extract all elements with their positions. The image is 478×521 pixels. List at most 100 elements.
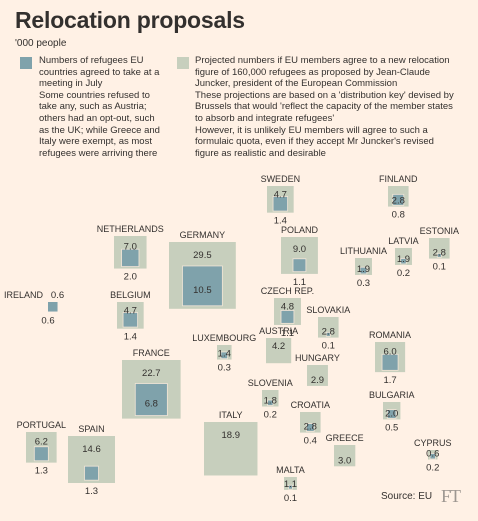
country-label-cyprus: CYPRUS xyxy=(414,438,452,448)
agreed-square-spain xyxy=(84,465,99,481)
country-label-greece: GREECE xyxy=(326,433,364,443)
legend-agreed-swatch xyxy=(20,57,32,69)
agreed-value-luxembourg: 0.3 xyxy=(218,363,231,374)
agreed-value-germany: 10.5 xyxy=(193,285,212,296)
agreed-value-slovakia: 0.1 xyxy=(322,341,335,352)
agreed-square-finland xyxy=(392,193,405,206)
agreed-value-cyprus: 0.2 xyxy=(426,463,439,474)
country-label-malta: MALTA xyxy=(276,465,305,475)
projected-square-hungary xyxy=(307,365,328,386)
country-label-lithuania: LITHUANIA xyxy=(340,246,387,256)
projected-value-austria: 4.2 xyxy=(272,341,285,352)
agreed-square-malta xyxy=(288,484,293,490)
legend-projected-text: Projected numbers if EU members agree to… xyxy=(195,55,460,159)
legend-projected-swatch xyxy=(177,57,189,69)
legend-agreed-text: Numbers of refugees EU countries agreed … xyxy=(39,55,165,159)
country-label-slovakia: SLOVAKIA xyxy=(306,305,350,315)
agreed-square-estonia xyxy=(436,252,442,258)
country-label-estonia: ESTONIA xyxy=(420,226,459,236)
agreed-value-estonia: 0.1 xyxy=(433,262,446,273)
chart-subtitle: '000 people xyxy=(15,38,67,49)
country-label-poland: POLAND xyxy=(281,225,319,235)
projected-value-poland: 9.0 xyxy=(293,244,306,255)
projected-value-sweden: 4.7 xyxy=(274,189,287,200)
agreed-value-netherlands: 2.0 xyxy=(124,272,137,283)
projected-value-lithuania: 1.9 xyxy=(357,264,370,275)
agreed-value-malta: 0.1 xyxy=(284,493,297,504)
projected-value-bulgaria: 2.0 xyxy=(385,408,398,419)
country-label-latvia: LATVIA xyxy=(388,236,418,246)
projected-value-ireland: 0.6 xyxy=(51,290,64,301)
agreed-value-ireland: 0.6 xyxy=(41,316,54,327)
country-label-luxembourg: LUXEMBOURG xyxy=(192,333,256,343)
agreed-square-lithuania xyxy=(359,266,368,275)
agreed-square-poland xyxy=(292,258,307,273)
agreed-value-poland: 1.1 xyxy=(293,277,306,288)
agreed-value-sweden: 1.4 xyxy=(274,216,287,227)
projected-value-netherlands: 7.0 xyxy=(124,241,137,252)
agreed-square-ireland xyxy=(48,302,58,312)
projected-value-czech-rep: 4.8 xyxy=(281,301,294,312)
projected-square-greece xyxy=(334,445,356,467)
projected-value-germany: 29.5 xyxy=(193,250,212,261)
agreed-square-bulgaria xyxy=(386,409,397,419)
agreed-value-romania: 1.7 xyxy=(383,375,396,386)
agreed-square-france xyxy=(134,383,168,417)
country-label-finland: FINLAND xyxy=(379,174,418,184)
projected-value-cyprus: 0.6 xyxy=(426,449,439,460)
source-note: Source: EU xyxy=(381,491,433,502)
legend-agreed-line: Numbers of refugees EU countries agreed … xyxy=(39,55,160,90)
legend-projected-line: Projected numbers if EU members agree to… xyxy=(195,55,450,90)
country-label-spain: SPAIN xyxy=(78,424,104,434)
projected-value-slovakia: 2.8 xyxy=(322,327,335,338)
projected-value-portugal: 6.2 xyxy=(35,437,48,448)
ft-logo: FT xyxy=(441,486,461,506)
agreed-square-slovenia xyxy=(267,399,274,406)
agreed-square-sweden xyxy=(272,196,289,212)
projected-value-hungary: 2.9 xyxy=(311,375,324,386)
projected-value-slovenia: 1.8 xyxy=(264,396,277,407)
projected-value-spain: 14.6 xyxy=(82,444,101,455)
projected-square-lithuania xyxy=(355,258,372,275)
projected-value-estonia: 2.8 xyxy=(433,248,446,259)
country-label-czech-rep: CZECH REP. xyxy=(261,286,314,296)
agreed-value-finland: 0.8 xyxy=(392,210,405,221)
agreed-square-luxembourg xyxy=(220,351,229,360)
projected-value-finland: 2.8 xyxy=(392,196,405,207)
projected-value-croatia: 2.8 xyxy=(304,422,317,433)
country-label-belgium: BELGIUM xyxy=(110,290,151,300)
agreed-square-cyprus xyxy=(429,453,436,460)
projected-square-slovenia xyxy=(262,390,279,407)
agreed-square-germany xyxy=(182,265,223,307)
projected-square-italy xyxy=(204,422,258,476)
agreed-square-latvia xyxy=(400,258,407,265)
country-label-netherlands: NETHERLANDS xyxy=(97,224,164,234)
country-label-hungary: HUNGARY xyxy=(295,353,340,363)
agreed-square-czech-rep xyxy=(280,310,295,324)
projected-value-romania: 6.0 xyxy=(383,347,396,358)
projected-value-greece: 3.0 xyxy=(338,455,351,466)
agreed-square-slovakia xyxy=(325,331,331,337)
agreed-square-croatia xyxy=(306,423,315,432)
agreed-square-romania xyxy=(381,353,399,371)
country-label-austria: AUSTRIA xyxy=(259,326,298,336)
agreed-value-spain: 1.3 xyxy=(85,486,98,497)
projected-value-malta: 1.1 xyxy=(284,479,297,490)
country-label-portugal: PORTUGAL xyxy=(17,420,66,430)
agreed-value-bulgaria: 0.5 xyxy=(385,422,398,433)
country-label-italy: ITALY xyxy=(219,410,243,420)
agreed-value-latvia: 0.2 xyxy=(397,268,410,279)
projected-square-latvia xyxy=(395,248,412,265)
country-label-ireland: IRELAND xyxy=(4,290,44,300)
chart-title: Relocation proposals xyxy=(15,7,245,33)
agreed-value-czech-rep: 1.1 xyxy=(281,328,294,339)
projected-value-france: 22.7 xyxy=(142,368,161,379)
country-label-sweden: SWEDEN xyxy=(261,174,301,184)
projected-square-austria xyxy=(266,338,292,364)
agreed-value-france: 6.8 xyxy=(145,399,158,410)
projected-value-belgium: 4.7 xyxy=(124,305,137,316)
projected-square-malta xyxy=(284,477,297,490)
projected-square-estonia xyxy=(429,238,450,259)
projected-square-croatia xyxy=(300,412,321,433)
agreed-square-portugal xyxy=(33,446,49,462)
